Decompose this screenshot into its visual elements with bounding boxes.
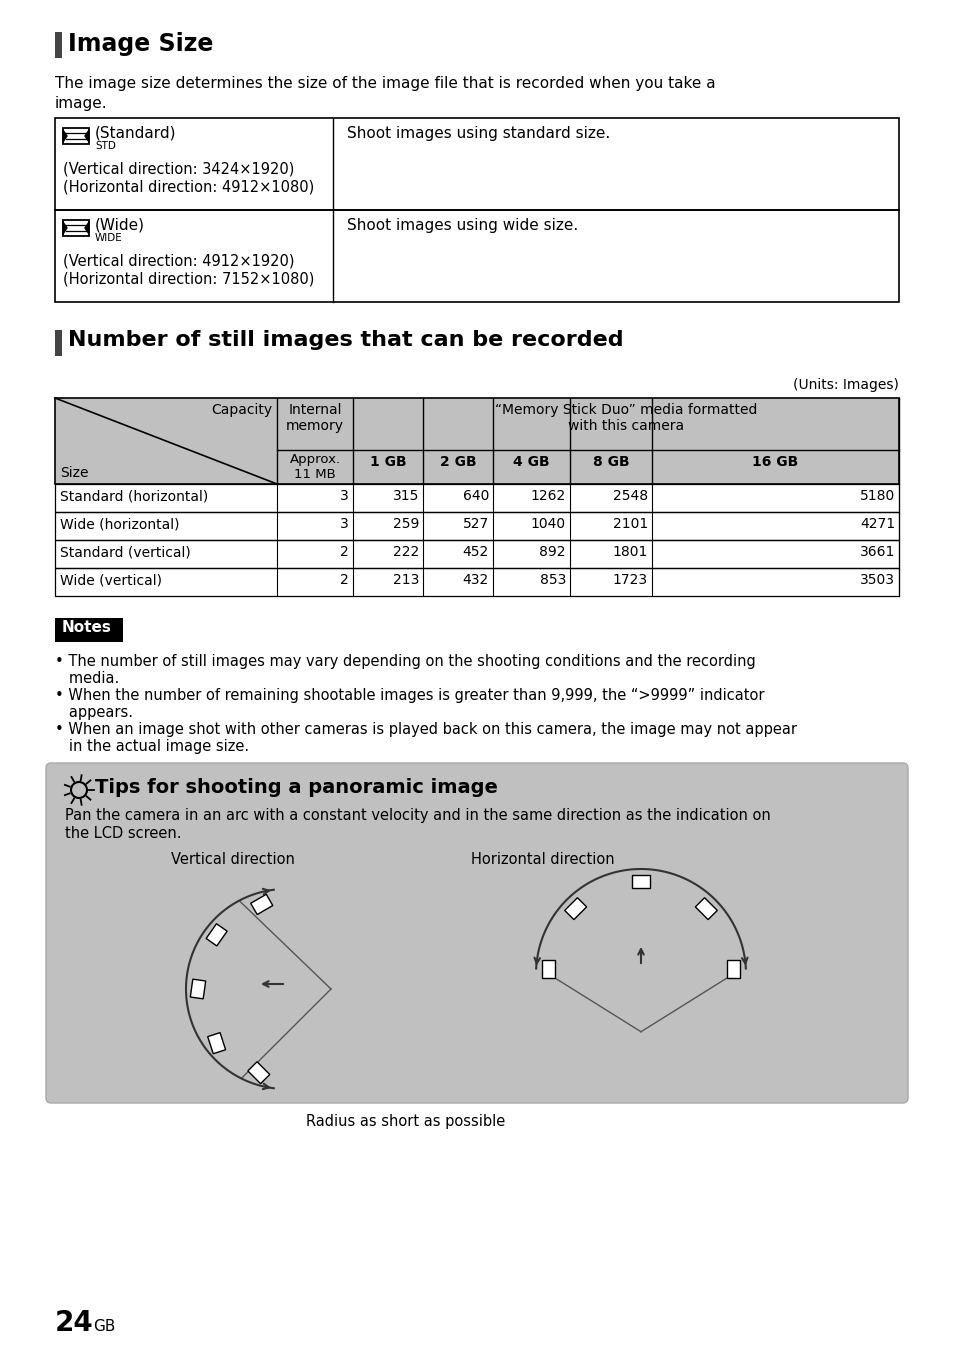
Text: Capacity: Capacity <box>211 403 272 417</box>
Text: Approx.
11 MB: Approx. 11 MB <box>289 453 340 480</box>
Text: (Vertical direction: 3424×1920): (Vertical direction: 3424×1920) <box>63 161 294 176</box>
Text: 8 GB: 8 GB <box>592 455 629 470</box>
Bar <box>55 118 898 210</box>
Text: 3661: 3661 <box>859 546 894 559</box>
Bar <box>55 617 123 642</box>
Text: • When the number of remaining shootable images is greater than 9,999, the “>999: • When the number of remaining shootable… <box>55 688 763 703</box>
Text: (Standard): (Standard) <box>95 126 176 141</box>
Text: “Memory Stick Duo” media formatted
with this camera: “Memory Stick Duo” media formatted with … <box>495 403 757 433</box>
Text: 222: 222 <box>393 546 418 559</box>
Polygon shape <box>251 894 273 915</box>
Text: media.: media. <box>55 670 119 687</box>
Polygon shape <box>726 961 739 978</box>
Text: Vertical direction: Vertical direction <box>171 852 294 867</box>
Text: 527: 527 <box>462 517 489 531</box>
Text: 2548: 2548 <box>612 489 647 503</box>
Bar <box>63 128 89 144</box>
Text: 4271: 4271 <box>859 517 894 531</box>
Polygon shape <box>63 130 67 142</box>
Text: • The number of still images may vary depending on the shooting conditions and t: • The number of still images may vary de… <box>55 654 755 669</box>
Text: the LCD screen.: the LCD screen. <box>65 826 181 841</box>
Text: Wide (horizontal): Wide (horizontal) <box>60 517 179 531</box>
Polygon shape <box>190 980 206 999</box>
Text: 853: 853 <box>539 573 565 588</box>
Text: 1040: 1040 <box>530 517 565 531</box>
Bar <box>55 540 898 569</box>
Text: 4 GB: 4 GB <box>512 455 549 470</box>
Text: (Horizontal direction: 7152×1080): (Horizontal direction: 7152×1080) <box>63 271 314 286</box>
Polygon shape <box>695 898 717 920</box>
Text: 2: 2 <box>340 573 349 588</box>
FancyBboxPatch shape <box>46 763 907 1103</box>
Bar <box>55 330 62 356</box>
Text: 2 GB: 2 GB <box>439 455 476 470</box>
Text: 2: 2 <box>340 546 349 559</box>
Text: WIDE: WIDE <box>95 233 123 243</box>
Text: (Wide): (Wide) <box>95 218 145 233</box>
Text: Tips for shooting a panoramic image: Tips for shooting a panoramic image <box>95 778 497 797</box>
Polygon shape <box>206 924 227 946</box>
Text: Standard (horizontal): Standard (horizontal) <box>60 489 208 503</box>
Text: 1801: 1801 <box>612 546 647 559</box>
Text: Size: Size <box>60 465 89 480</box>
Text: 3: 3 <box>340 517 349 531</box>
Text: 24: 24 <box>55 1310 93 1337</box>
Polygon shape <box>564 898 586 920</box>
Text: STD: STD <box>95 141 115 151</box>
Text: 452: 452 <box>462 546 489 559</box>
Text: Wide (vertical): Wide (vertical) <box>60 573 162 588</box>
Polygon shape <box>85 130 89 142</box>
Text: Pan the camera in an arc with a constant velocity and in the same direction as t: Pan the camera in an arc with a constant… <box>65 807 770 822</box>
Text: • When an image shot with other cameras is played back on this camera, the image: • When an image shot with other cameras … <box>55 722 796 737</box>
Text: (Horizontal direction: 4912×1080): (Horizontal direction: 4912×1080) <box>63 180 314 195</box>
Text: in the actual image size.: in the actual image size. <box>55 740 249 754</box>
Text: 892: 892 <box>539 546 565 559</box>
Text: 1 GB: 1 GB <box>370 455 406 470</box>
Text: 315: 315 <box>393 489 418 503</box>
Text: 3503: 3503 <box>859 573 894 588</box>
Text: appears.: appears. <box>55 706 132 721</box>
Polygon shape <box>631 875 649 887</box>
Text: Internal
memory: Internal memory <box>286 403 344 433</box>
Text: 16 GB: 16 GB <box>751 455 798 470</box>
Bar <box>55 210 898 303</box>
Text: Image Size: Image Size <box>68 33 213 56</box>
Text: Standard (vertical): Standard (vertical) <box>60 546 191 559</box>
Bar <box>55 569 898 596</box>
Text: 1723: 1723 <box>612 573 647 588</box>
Bar <box>63 220 89 236</box>
Text: Radius as short as possible: Radius as short as possible <box>306 1114 505 1129</box>
Text: (Units: Images): (Units: Images) <box>792 379 898 392</box>
Polygon shape <box>63 223 67 233</box>
Text: 3: 3 <box>340 489 349 503</box>
Text: Number of still images that can be recorded: Number of still images that can be recor… <box>68 330 623 350</box>
Text: 2101: 2101 <box>612 517 647 531</box>
Polygon shape <box>541 961 555 978</box>
Text: image.: image. <box>55 96 108 111</box>
Text: 5180: 5180 <box>859 489 894 503</box>
Text: The image size determines the size of the image file that is recorded when you t: The image size determines the size of th… <box>55 76 715 91</box>
Bar <box>55 33 62 58</box>
Text: 259: 259 <box>393 517 418 531</box>
Text: Horizontal direction: Horizontal direction <box>471 852 614 867</box>
Text: Notes: Notes <box>62 620 112 635</box>
Text: Shoot images using wide size.: Shoot images using wide size. <box>347 218 578 233</box>
Polygon shape <box>248 1061 270 1084</box>
Bar <box>55 512 898 540</box>
Bar <box>55 484 898 512</box>
Text: Shoot images using standard size.: Shoot images using standard size. <box>347 126 610 141</box>
Text: 432: 432 <box>462 573 489 588</box>
Bar <box>55 398 898 484</box>
Text: (Vertical direction: 4912×1920): (Vertical direction: 4912×1920) <box>63 254 294 269</box>
Text: 213: 213 <box>393 573 418 588</box>
Polygon shape <box>208 1033 225 1054</box>
Text: GB: GB <box>92 1319 115 1334</box>
Text: 1262: 1262 <box>530 489 565 503</box>
Polygon shape <box>85 223 89 233</box>
Text: 640: 640 <box>462 489 489 503</box>
